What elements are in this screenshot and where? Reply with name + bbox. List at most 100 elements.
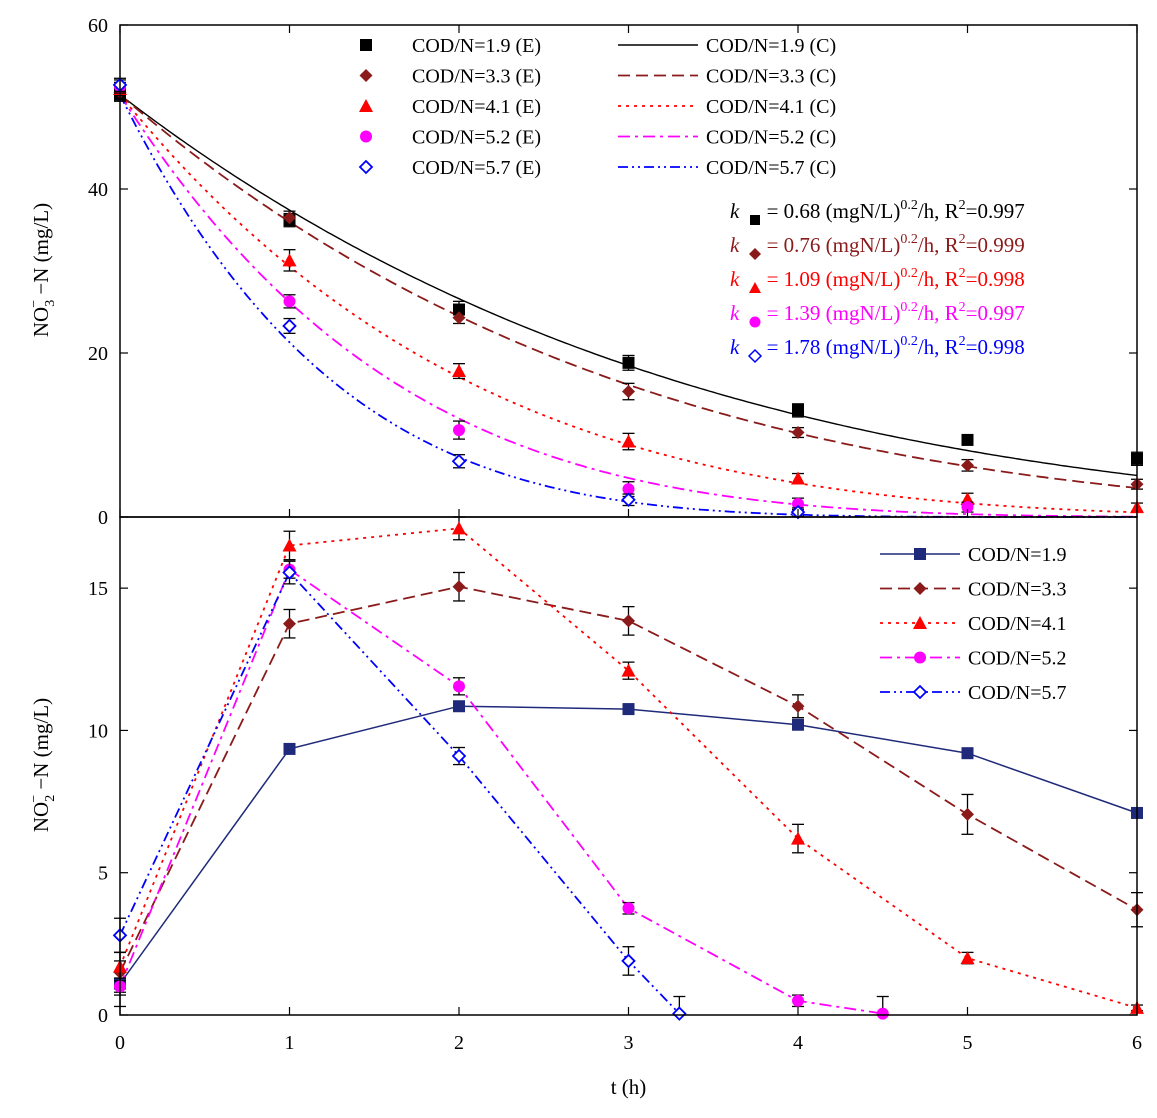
rate-marker-open-diamond-icon: [747, 348, 763, 364]
rate-unit: /h, R: [918, 335, 959, 359]
legend-label-cod-n-1-9: COD/N=1.9: [968, 544, 1067, 566]
bottom-y-axis-label: NO2− −N (mg/L): [27, 698, 58, 832]
rate-unit: /h, R: [918, 301, 959, 325]
line-cod-n-1-9: [119, 705, 1138, 985]
point-cod-n-5-7: [621, 953, 636, 969]
legend-label-cod-n-5-7-e: COD/N=5.7 (E): [412, 157, 541, 179]
point-cod-n-5-2: [622, 902, 635, 915]
ylabel-sub: 3: [43, 300, 58, 307]
point-cod-n-1-9: [453, 700, 465, 713]
rate-unit: /h, R: [918, 267, 959, 291]
rate-r2: =0.998: [966, 267, 1025, 291]
point-cod-n-1-9: [961, 747, 974, 760]
rate-marker-square-icon: [750, 215, 760, 225]
point-cod-n-3-3-e: [452, 311, 466, 325]
top-y-tick-label: 40: [88, 179, 108, 201]
rate-annotation: k = 1.09 (mgN/L)0.2/h, R2=0.998: [730, 266, 1025, 291]
legend-marker-cod-n-3-3: [913, 582, 927, 595]
bottom-plot-frame: [119, 516, 1138, 1016]
x-tick-label: 2: [454, 1032, 464, 1054]
top-y-tick-label: 60: [88, 15, 108, 37]
legend-label-cod-n-3-3-e: COD/N=3.3 (E): [412, 66, 541, 88]
point-cod-n-1-9-e: [792, 404, 804, 417]
rate-unit: /h, R: [918, 199, 959, 223]
point-cod-n-4-1-e: [452, 364, 466, 378]
rate-exp: 0.2: [900, 198, 918, 213]
x-tick-label: 1: [285, 1032, 295, 1054]
point-cod-n-4-1: [282, 538, 297, 552]
legend-label-cod-n-4-1-c: COD/N=4.1 (C): [706, 96, 836, 118]
rate-eq: = 1.09 (mgN/L): [761, 267, 900, 291]
rate-marker-circle-icon: [749, 316, 761, 328]
rate-annotation: k = 1.39 (mgN/L)0.2/h, R2=0.997: [730, 300, 1025, 325]
point-cod-n-5-2-e: [792, 497, 804, 510]
bottom-y-tick-label: 15: [88, 578, 108, 600]
point-cod-n-5-2-e: [961, 501, 974, 514]
rate-annotation: k = 0.76 (mgN/L)0.2/h, R2=0.999: [730, 232, 1025, 257]
bottom-y-tick-label: 0: [98, 1005, 108, 1027]
legend-label-cod-n-4-1-e: COD/N=4.1 (E): [412, 96, 541, 118]
point-cod-n-5-2-e: [283, 295, 296, 308]
x-tick-label: 5: [963, 1032, 973, 1054]
rate-r2-exp: 2: [959, 334, 966, 349]
ylabel-main: NO: [29, 307, 53, 337]
point-cod-n-5-7: [282, 565, 297, 580]
point-cod-n-3-3-e: [961, 458, 974, 472]
point-cod-n-5-7: [672, 1006, 687, 1021]
point-cod-n-1-9: [792, 718, 804, 731]
rate-r2-exp: 2: [959, 266, 966, 281]
point-cod-n-5-2: [453, 680, 465, 693]
rate-exp: 0.2: [900, 232, 918, 247]
point-cod-n-4-1-e: [621, 434, 636, 448]
rate-eq: = 0.68 (mgN/L): [761, 199, 900, 223]
ylabel-rest: −N (mg/L): [29, 698, 53, 795]
top-y-axis-label: NO3− −N (mg/L): [27, 203, 58, 337]
legend-label-cod-n-5-7: COD/N=5.7: [968, 682, 1067, 704]
point-cod-n-5-2: [792, 994, 804, 1007]
rate-marker-triangle-icon: [749, 282, 761, 293]
legend-marker-cod-n-5-2: [914, 651, 926, 664]
point-cod-n-3-3: [452, 580, 466, 594]
legend-label-cod-n-3-3-c: COD/N=3.3 (C): [706, 66, 836, 88]
point-cod-n-1-9: [283, 742, 296, 755]
rate-k: k: [730, 233, 740, 257]
legend-marker-cod-n-5-7-e: [358, 159, 374, 175]
rate-exp: 0.2: [900, 334, 918, 349]
legend-marker-cod-n-1-9-e: [360, 39, 372, 51]
legend-marker-cod-n-5-7: [912, 684, 928, 700]
ylabel-sup: −: [27, 300, 42, 308]
rate-r2: =0.999: [966, 233, 1025, 257]
rate-k: k: [730, 267, 740, 291]
line-cod-n-5-2: [119, 568, 883, 1015]
rate-annotation: k = 0.68 (mgN/L)0.2/h, R2=0.997: [730, 198, 1025, 223]
bottom-y-tick-label: 10: [88, 720, 108, 742]
point-cod-n-5-2-e: [622, 483, 635, 496]
point-cod-n-1-9-e: [622, 356, 635, 369]
top-y-tick-label: 0: [98, 507, 108, 529]
legend-label-cod-n-5-2: COD/N=5.2: [968, 648, 1067, 670]
rate-eq: = 1.78 (mgN/L): [761, 335, 900, 359]
point-cod-n-5-7-e: [621, 492, 636, 508]
point-cod-n-5-7-e: [282, 318, 297, 334]
point-cod-n-4-1-e: [282, 253, 297, 267]
rate-r2: =0.997: [966, 301, 1025, 325]
x-tick-label: 6: [1132, 1032, 1142, 1054]
rate-k: k: [730, 335, 740, 359]
ylabel-rest: −N (mg/L): [29, 203, 53, 300]
bottom-legend: COD/N=1.9 COD/N=3.3 COD/N=4.1 COD/N=5.2 COD/…: [880, 544, 1067, 704]
rate-r2-exp: 2: [959, 198, 966, 213]
rate-r2-exp: 2: [959, 300, 966, 315]
legend-marker-cod-n-4-1-e: [359, 99, 373, 112]
point-cod-n-3-3: [961, 807, 974, 821]
line-cod-n-5-7: [119, 570, 680, 1015]
legend-label-cod-n-3-3: COD/N=3.3: [968, 579, 1067, 601]
legend-marker-cod-n-4-1: [913, 616, 927, 629]
legend-label-cod-n-5-2-e: COD/N=5.2 (E): [412, 127, 541, 149]
legend-marker-cod-n-1-9: [914, 548, 926, 560]
x-axis-label: t (h): [611, 1075, 647, 1099]
point-cod-n-5-2: [876, 1007, 889, 1020]
legend-marker-cod-n-5-2-e: [360, 130, 372, 143]
